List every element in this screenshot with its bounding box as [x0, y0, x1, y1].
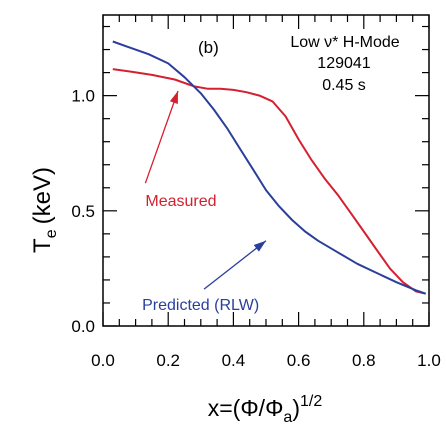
panel-label: (b) [198, 38, 219, 57]
y-tick-label: 0.0 [71, 317, 95, 336]
y-tick-label: 1.0 [71, 87, 95, 106]
annotation-measured: Measured [145, 193, 216, 210]
annotation-arrow-head [169, 91, 178, 105]
annotation-predicted: Predicted (RLW) [142, 297, 259, 314]
x-tick-label: 0.0 [91, 351, 115, 370]
y-axis-label-main: T [29, 238, 56, 253]
y-axis-label: Te (keV) [29, 167, 60, 253]
title-line-1: Low ν* H-Mode [290, 34, 399, 51]
curves [112, 40, 427, 295]
x-axis-label-sup: 1/2 [300, 393, 322, 410]
annotation-arrow-line [203, 240, 267, 290]
x-tick-label: 1.0 [417, 351, 441, 370]
x-tick-label: 0.2 [156, 351, 180, 370]
title-line-2: 129041 [317, 55, 370, 72]
x-tick-label: 0.8 [352, 351, 376, 370]
x-tick-labels: 0.0 0.2 0.4 0.6 0.8 1.0 [91, 351, 441, 370]
annotation-arrow-line [144, 90, 179, 184]
y-axis-label-unit: (keV) [29, 167, 56, 224]
x-tick-label: 0.6 [287, 351, 311, 370]
predicted-series-line [112, 40, 427, 295]
ticks [102, 15, 430, 327]
plot-frame [102, 14, 430, 327]
x-axis-label-suffix: ) [292, 395, 300, 421]
x-axis-label-sub: a [283, 409, 292, 426]
x-axis-label-prefix: x=(Φ/Φ [208, 395, 284, 421]
y-tick-labels: 0.0 0.5 1.0 [71, 87, 95, 336]
title-line-3: 0.45 s [322, 77, 366, 94]
annotation-arrow-head [253, 240, 266, 252]
annotation-arrows [144, 90, 267, 290]
measured-series-line [112, 68, 426, 295]
y-tick-label: 0.5 [71, 202, 95, 221]
y-axis-label-sub: e [43, 229, 60, 238]
x-tick-label: 0.4 [222, 351, 246, 370]
x-axis-label: x=(Φ/Φa)1/2 [208, 393, 323, 426]
